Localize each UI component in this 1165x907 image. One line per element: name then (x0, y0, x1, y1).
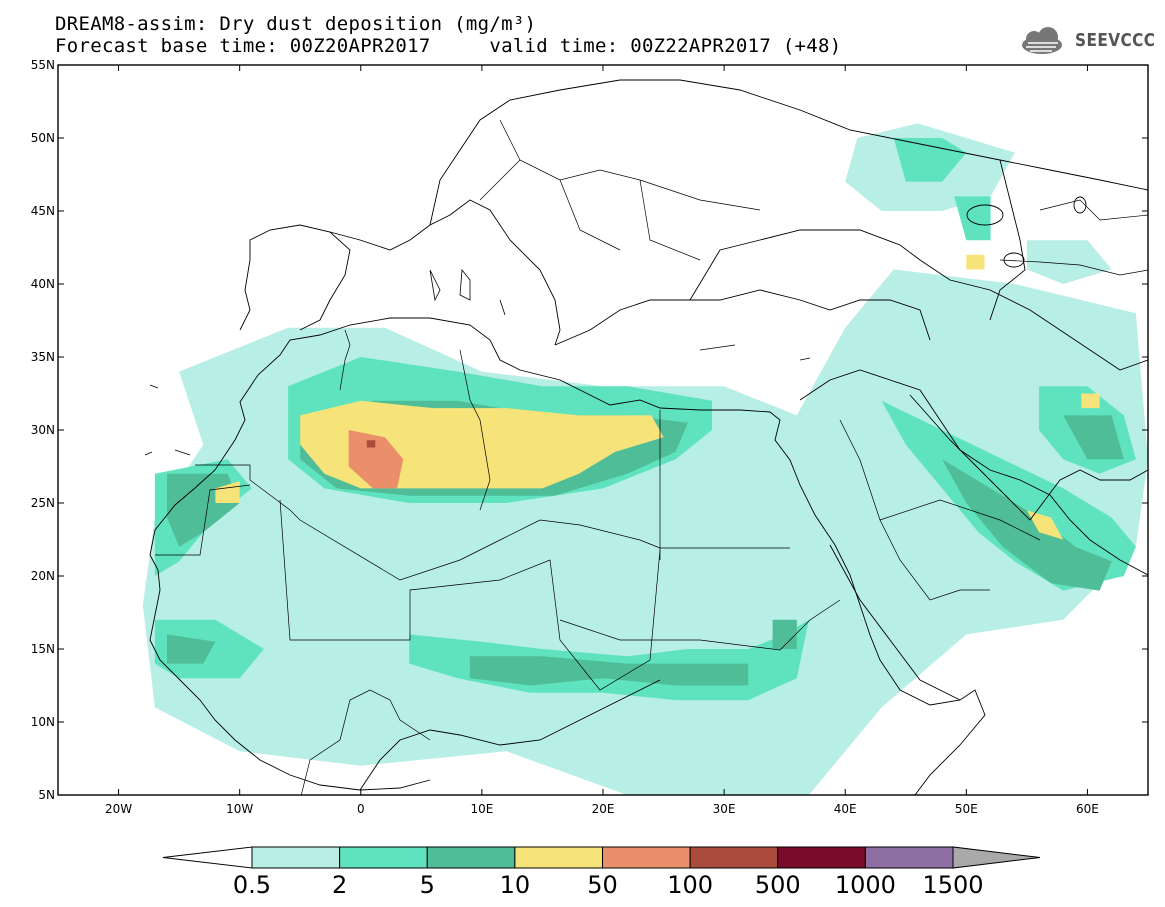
dust-region-14 (469, 656, 749, 686)
dust-region-19 (215, 481, 240, 503)
colorbar-label: 500 (755, 871, 801, 899)
colorbar-swatch (426, 846, 516, 869)
lat-label: 30N (31, 423, 55, 437)
colorbar-swatch (689, 846, 779, 869)
lat-label: 55N (31, 58, 55, 72)
colorbar-low-arrow (162, 846, 253, 869)
colorbar-swatch (777, 846, 866, 869)
colorbar-swatch (864, 846, 954, 869)
dust-region-9 (893, 138, 967, 182)
lon-label: 10W (226, 802, 253, 816)
dust-region-21 (1081, 393, 1100, 409)
lon-label: 0 (357, 802, 365, 816)
colorbar-label: 50 (587, 871, 618, 899)
colorbar-label: 100 (667, 871, 713, 899)
colorbar-swatch (339, 846, 428, 869)
colorbar-swatch (251, 846, 341, 869)
colorbar-label: 5 (420, 871, 435, 899)
colorbar-label: 2 (332, 871, 347, 899)
latitude-labels: 55N 50N 45N 40N 35N 30N 25N 20N 15N 10N 5N (31, 58, 55, 802)
forecast-time-subtitle: Forecast base time: 00Z20APR2017 valid t… (55, 35, 842, 57)
lon-label: 20W (105, 802, 132, 816)
colorbar-label: 10 (500, 871, 531, 899)
dust-region-24 (366, 440, 376, 448)
lat-label: 20N (31, 569, 55, 583)
lat-label: 40N (31, 277, 55, 291)
dust-region-17 (1063, 415, 1124, 460)
coastline-and-borders (144, 79, 1148, 795)
dust-contour-layer (142, 123, 1148, 795)
axis-ticks (58, 64, 1148, 796)
colorbar-label: 0.5 (233, 871, 271, 899)
lon-label: 60E (1076, 802, 1099, 816)
lon-label: 20E (592, 802, 615, 816)
lat-label: 50N (31, 131, 55, 145)
lat-label: 25N (31, 496, 55, 510)
lat-label: 10N (31, 715, 55, 729)
lon-label: 10E (470, 802, 493, 816)
logo-text: SEEVCCC (1075, 30, 1156, 51)
dust-region-2 (1026, 240, 1112, 284)
lat-label: 35N (31, 350, 55, 364)
lon-label: 50E (955, 802, 978, 816)
lat-label: 5N (38, 788, 55, 802)
lat-label: 15N (31, 642, 55, 656)
colorbar-label: 1500 (922, 871, 983, 899)
dust-region-10 (954, 196, 991, 241)
colorbar-swatch (514, 846, 603, 869)
lat-label: 45N (31, 204, 55, 218)
lon-label: 40E (834, 802, 857, 816)
cloud-logo-icon (1022, 27, 1062, 54)
dust-region-16 (942, 459, 1112, 591)
colorbar-legend: 0.5 2 5 10 50 100 500 1000 1500 (162, 846, 1041, 899)
colorbar-high-arrow (952, 846, 1041, 869)
longitude-labels: 20W 10W 0 10E 20E 30E 40E 50E 60E (105, 802, 1099, 816)
dust-region-20 (1026, 510, 1064, 540)
colorbar-label: 1000 (835, 871, 896, 899)
map-title: DREAM8-assim: Dry dust deposition (mg/m³… (55, 13, 537, 35)
lon-label: 30E (713, 802, 736, 816)
colorbar-swatch (602, 846, 691, 869)
dust-region-13 (167, 634, 216, 664)
dust-region-22 (966, 254, 985, 270)
dust-region-7 (881, 400, 1136, 591)
dust-region-15 (772, 619, 797, 649)
dust-region-23 (348, 430, 404, 489)
